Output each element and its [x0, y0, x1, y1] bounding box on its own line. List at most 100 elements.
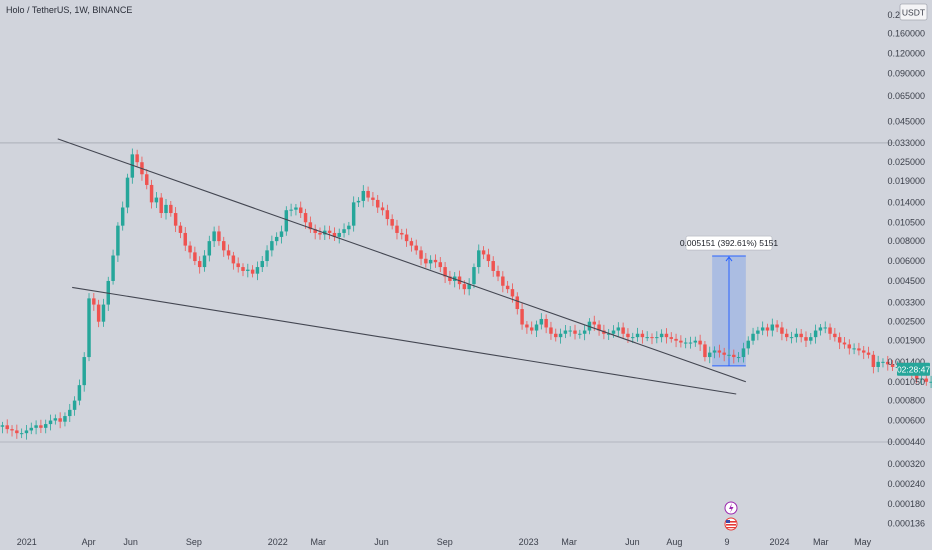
candle[interactable]: [534, 320, 539, 337]
candle[interactable]: [886, 355, 890, 371]
candle[interactable]: [501, 271, 505, 293]
candle[interactable]: [789, 331, 794, 344]
candle[interactable]: [10, 425, 14, 437]
candle[interactable]: [732, 349, 736, 364]
candle[interactable]: [780, 321, 784, 341]
candle[interactable]: [212, 226, 216, 248]
candle[interactable]: [477, 244, 481, 274]
candle[interactable]: [635, 327, 640, 342]
candle[interactable]: [130, 148, 135, 184]
candle[interactable]: [15, 424, 19, 439]
candle[interactable]: [554, 328, 558, 342]
candle[interactable]: [303, 208, 308, 229]
candle[interactable]: [861, 345, 866, 360]
candle[interactable]: [664, 328, 669, 344]
candle[interactable]: [96, 299, 101, 328]
candle[interactable]: [703, 341, 707, 362]
candle[interactable]: [246, 263, 250, 278]
candle[interactable]: [760, 321, 765, 336]
candle[interactable]: [529, 321, 534, 335]
candle[interactable]: [708, 346, 712, 364]
candle[interactable]: [563, 324, 568, 339]
currency-button[interactable]: USDT: [899, 3, 928, 21]
candle[interactable]: [785, 328, 789, 342]
candle[interactable]: [409, 237, 414, 252]
candle[interactable]: [318, 227, 322, 240]
candle[interactable]: [890, 360, 895, 372]
candle[interactable]: [698, 334, 702, 351]
candle[interactable]: [207, 235, 212, 262]
candle[interactable]: [481, 246, 486, 260]
candle[interactable]: [770, 318, 775, 337]
candle[interactable]: [650, 333, 654, 345]
candle[interactable]: [380, 202, 385, 216]
candle[interactable]: [746, 336, 750, 355]
candle[interactable]: [837, 332, 842, 350]
candle[interactable]: [53, 414, 58, 425]
candle[interactable]: [294, 204, 298, 216]
candle[interactable]: [145, 169, 149, 190]
candle[interactable]: [751, 327, 755, 345]
candle[interactable]: [558, 328, 563, 344]
candle[interactable]: [366, 186, 370, 202]
candle[interactable]: [717, 344, 722, 358]
candle[interactable]: [428, 255, 433, 270]
candle[interactable]: [414, 239, 418, 255]
candle[interactable]: [616, 322, 621, 338]
candle[interactable]: [327, 225, 332, 240]
candle[interactable]: [289, 203, 293, 217]
candle[interactable]: [270, 235, 274, 257]
candle[interactable]: [857, 342, 861, 356]
candle[interactable]: [39, 419, 43, 434]
candle[interactable]: [756, 326, 760, 341]
candle[interactable]: [125, 173, 130, 214]
candle[interactable]: [178, 222, 183, 239]
candle[interactable]: [813, 324, 818, 344]
candle[interactable]: [400, 228, 404, 240]
candle[interactable]: [116, 222, 120, 262]
candle[interactable]: [299, 201, 303, 218]
candle[interactable]: [505, 280, 510, 294]
candle[interactable]: [645, 331, 649, 342]
candle[interactable]: [818, 324, 823, 336]
candle[interactable]: [669, 332, 673, 343]
candle[interactable]: [443, 262, 447, 283]
candle[interactable]: [19, 428, 24, 439]
candle[interactable]: [424, 252, 428, 268]
candle[interactable]: [833, 327, 837, 342]
candle[interactable]: [255, 261, 260, 281]
candle[interactable]: [809, 333, 813, 345]
candle[interactable]: [77, 379, 82, 406]
candle[interactable]: [385, 204, 390, 226]
candle[interactable]: [727, 349, 731, 359]
candle[interactable]: [101, 298, 106, 327]
candle[interactable]: [29, 422, 34, 435]
candle[interactable]: [693, 336, 698, 347]
candle[interactable]: [775, 320, 779, 333]
candle[interactable]: [467, 278, 471, 296]
candle[interactable]: [260, 255, 264, 272]
currency-label[interactable]: USDT: [902, 8, 925, 18]
candle[interactable]: [582, 324, 587, 341]
candle[interactable]: [183, 227, 187, 252]
candle[interactable]: [279, 225, 284, 244]
candle[interactable]: [217, 225, 221, 246]
candle[interactable]: [332, 227, 337, 241]
candle[interactable]: [92, 292, 96, 311]
candle[interactable]: [82, 352, 86, 392]
candle[interactable]: [578, 329, 582, 339]
candle[interactable]: [197, 256, 202, 274]
candle[interactable]: [924, 374, 929, 386]
candle[interactable]: [881, 358, 885, 368]
candle[interactable]: [929, 375, 932, 389]
candle[interactable]: [173, 207, 178, 233]
candle[interactable]: [361, 185, 366, 208]
candle[interactable]: [688, 336, 693, 349]
candle[interactable]: [438, 257, 443, 273]
candle[interactable]: [120, 201, 125, 231]
trendline-upper[interactable]: [57, 138, 747, 383]
candle[interactable]: [866, 346, 871, 359]
candle[interactable]: [611, 325, 616, 338]
